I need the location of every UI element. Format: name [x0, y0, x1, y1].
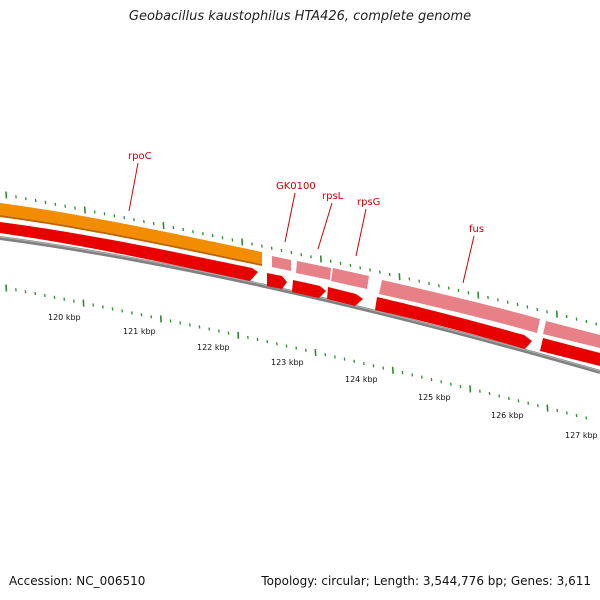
cds-rpsG-arrow	[327, 287, 363, 306]
map-title: Geobacillus kaustophilus HTA426, complet…	[128, 9, 472, 24]
accession-label: Accession: NC_006510	[9, 574, 146, 588]
gene-next-bar	[543, 321, 600, 348]
label-leader-fus	[462, 235, 475, 284]
cds-GK0100-arrow	[267, 273, 287, 289]
scale-label: 124 kbp	[345, 375, 378, 384]
gene-fus-bar	[379, 280, 540, 333]
cds-next-arrow	[540, 338, 600, 366]
cds-fus-arrow	[375, 297, 532, 349]
scale-label: 120 kbp	[48, 313, 81, 322]
scale-label: 121 kbp	[123, 327, 156, 336]
gene-label-rpsG: rpsG	[357, 197, 380, 208]
scale-label: 126 kbp	[491, 411, 524, 420]
inner-tick-marks	[5, 284, 588, 420]
label-leader-GK0100	[284, 192, 296, 243]
gene-label-rpsL: rpsL	[322, 191, 344, 202]
scale-label: 127 kbp	[565, 431, 598, 440]
cds-rpoC-arrow	[0, 222, 258, 281]
gene-label-fus: fus	[469, 224, 484, 235]
scale-label: 122 kbp	[197, 343, 230, 352]
gene-GK0100-bar	[272, 256, 291, 271]
gene-label-rpoC: rpoC	[128, 151, 152, 162]
cds-rpsL-arrow	[292, 280, 326, 298]
gene-rpoC-bar	[0, 203, 262, 264]
gene-rpoC-bar-shadow	[0, 215, 262, 266]
scale-label: 125 kbp	[418, 393, 451, 402]
genome-backbone-highlight	[0, 236, 600, 372]
scale-label: 123 kbp	[271, 358, 304, 367]
genome-backbone	[0, 236, 600, 374]
gene-label-GK0100: GK0100	[276, 181, 316, 192]
label-leader-rpsL	[317, 202, 333, 250]
outer-tick-marks	[5, 191, 598, 326]
label-leader-rpoC	[128, 162, 139, 212]
genome-summary: Topology: circular; Length: 3,544,776 bp…	[261, 574, 591, 588]
gene-rpsL-bar	[296, 261, 331, 280]
gene-rpsG-bar	[331, 268, 369, 289]
label-leader-rpsG	[355, 208, 367, 257]
